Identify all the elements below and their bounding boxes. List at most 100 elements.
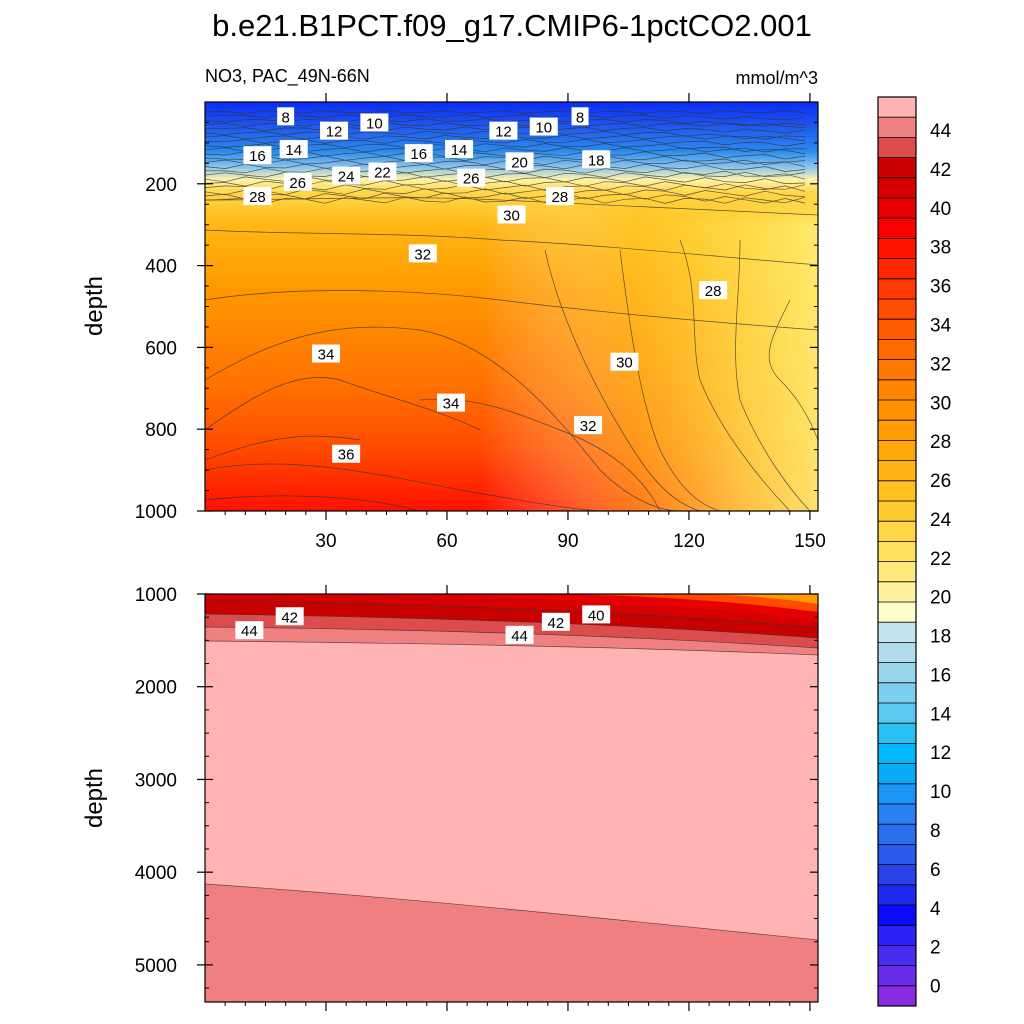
contour-label-box [332, 166, 361, 185]
y-tick-label: 1000 [135, 585, 177, 606]
upper-contour-line [205, 326, 681, 511]
lower-band-34 [560, 594, 818, 612]
contour-label: 18 [588, 152, 605, 169]
contour-label-box [582, 150, 611, 169]
contour-label: 28 [705, 283, 722, 300]
lower-panel: 42 44 44 42 40 1000 2000 3000 4000 5000 depth [81, 585, 819, 1011]
contour-label: 16 [249, 148, 266, 165]
colorbar-swatch [878, 400, 916, 421]
contour-label-box [320, 121, 349, 140]
contour-label: 12 [326, 124, 343, 141]
contour-label-box [283, 172, 312, 191]
colorbar-swatch [878, 985, 916, 1007]
contour-label: 20 [511, 154, 528, 171]
contour-label: 30 [616, 355, 633, 372]
upper-contour-line [619, 249, 721, 511]
lower-axes-frame [204, 593, 819, 1003]
contour-label: 44 [241, 623, 258, 640]
upper-contour-line [205, 114, 806, 121]
colorbar-tick-label: 22 [930, 549, 951, 570]
contour-label: 14 [285, 142, 302, 159]
upper-contour-line [205, 167, 806, 180]
contour-label: 32 [580, 418, 597, 435]
colorbar-tick-label: 0 [930, 977, 941, 998]
upper-contour-line [205, 495, 421, 511]
colorbar-tick-label: 28 [930, 432, 951, 453]
colorbar-swatch [878, 844, 916, 866]
upper-contour-line [205, 197, 818, 216]
colorbar-tick-label: 4 [930, 899, 941, 920]
contour-label-box [275, 607, 304, 626]
upper-y-axis-title: depth [81, 276, 108, 336]
upper-contour-line [679, 239, 791, 511]
colorbar-swatch [878, 622, 916, 643]
contour-label: 44 [511, 628, 528, 645]
contour-label-box [529, 117, 558, 136]
colorbar-swatch [878, 299, 916, 320]
upper-contour-labels: 8 12 10 16 14 16 14 12 10 8 20 18 24 22 26 26 28 28 30 32 28… [243, 107, 728, 464]
contour-label-box [541, 612, 570, 631]
y-tick-label: 200 [145, 175, 177, 196]
y-tick-label: 800 [145, 420, 177, 441]
contour-label: 32 [414, 246, 431, 263]
x-tick-label: 150 [794, 531, 826, 552]
contour-label: 40 [588, 607, 605, 624]
colorbar-swatch [878, 581, 916, 603]
y-tick-label: 3000 [135, 770, 177, 791]
colorbar-swatch [878, 682, 916, 704]
contour-label: 26 [289, 175, 306, 192]
colorbar-swatch [878, 177, 916, 199]
y-tick-label: 4000 [135, 863, 177, 884]
contour-label-box [610, 352, 639, 371]
colorbar-swatch [878, 137, 916, 159]
contour-label-box [445, 140, 474, 159]
colorbar-tick-label: 24 [930, 510, 952, 531]
colorbar-swatch [878, 925, 916, 946]
contour-label-box [457, 168, 486, 187]
colorbar-swatch [878, 763, 916, 785]
contour-label-box [505, 152, 534, 171]
colorbar-tick-label: 6 [930, 860, 941, 881]
colorbar-tick-label: 36 [930, 277, 951, 298]
upper-contour-line [544, 249, 701, 511]
upper-panel: NO3, PAC_49N-66N mmol/m^3 8 12 10 16 14 16 14 1… [81, 66, 826, 552]
contour-label: 10 [535, 120, 552, 137]
y-tick-label: 600 [145, 338, 177, 359]
colorbar-swatch [878, 97, 916, 118]
colorbar-tick-label: 12 [930, 743, 951, 764]
contour-label: 14 [451, 142, 468, 159]
lower-contour-line [205, 640, 818, 656]
upper-left-label: NO3, PAC_49N-66N [205, 66, 370, 87]
contour-label: 12 [495, 124, 512, 141]
colorbar-tick-label: 34 [930, 316, 952, 337]
contour-label-box [408, 244, 437, 263]
colorbar-tick-label: 26 [930, 471, 951, 492]
colorbar-swatch [878, 319, 916, 340]
colorbar-swatch [878, 117, 916, 138]
contour-label-box [243, 187, 272, 206]
colorbar: 0246810121416182022242628303234363840424… [877, 96, 952, 1007]
contour-label-box [571, 107, 589, 126]
colorbar-swatch [878, 521, 916, 542]
upper-contour-line [205, 139, 806, 147]
contour-label-box [699, 281, 728, 300]
colorbar-swatch [878, 905, 916, 926]
contour-label: 22 [374, 165, 391, 182]
colorbar-tick-label: 16 [930, 665, 951, 686]
colorbar-swatch [878, 157, 916, 179]
contour-label: 24 [338, 169, 355, 186]
upper-x-ticks: 30 60 90 120 150 [224, 93, 826, 552]
upper-contour-line [205, 155, 806, 168]
contour-label: 42 [281, 609, 298, 626]
contour-label-box [497, 205, 526, 224]
colorbar-swatch [878, 723, 916, 744]
y-tick-label: 400 [145, 257, 177, 278]
figure-title: b.e21.B1PCT.f09_g17.CMIP6-1pctCO2.001 [212, 8, 812, 43]
upper-contour-line [205, 435, 361, 461]
contour-label-box [545, 187, 574, 206]
upper-contour-line [205, 377, 481, 431]
contour-label: 8 [576, 109, 584, 126]
colorbar-tick-label: 32 [930, 354, 951, 375]
y-tick-label: 1000 [135, 502, 177, 523]
